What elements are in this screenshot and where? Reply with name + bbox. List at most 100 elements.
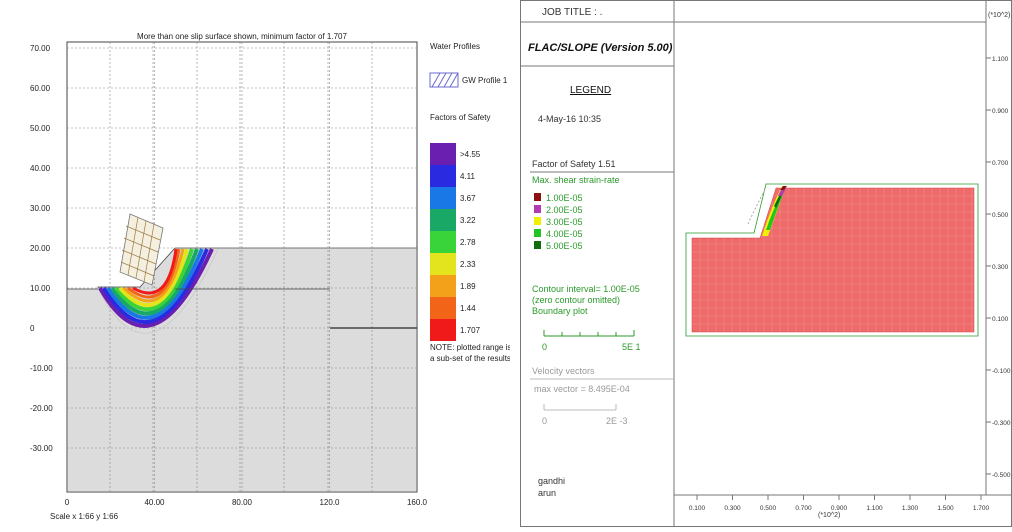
flac-slope-chart: JOB TITLE : . FLAC/SLOPE (Version 5.00) … xyxy=(520,0,1012,527)
right-y-tick-label: 0.900 xyxy=(992,108,1009,115)
right-y-axis-ticks: 1.100 0.900 0.700 0.500 0.300 0.100 -0.100 -0.3… xyxy=(986,56,1011,479)
fos-legend: Water Profiles GW Profile 1 Factors of S… xyxy=(429,42,511,363)
right-y-tick-label: 1.100 xyxy=(992,56,1009,63)
strain-swatch xyxy=(534,241,541,249)
strain-label: 2.00E-05 xyxy=(546,205,583,215)
contour-line-2: (zero contour omitted) xyxy=(532,295,620,305)
y-tick-label: 70.00 xyxy=(30,44,51,53)
job-title: JOB TITLE : . xyxy=(542,7,602,18)
fos-legend-title: Factors of Safety xyxy=(430,113,490,122)
velocity-scale-max: 2E -3 xyxy=(606,416,628,426)
fos-label: >4.55 xyxy=(460,150,481,159)
x-tick-label: 160.0 xyxy=(407,498,428,507)
y-tick-label: -20.00 xyxy=(30,404,53,413)
strain-label: 1.00E-05 xyxy=(546,193,583,203)
strain-swatch xyxy=(534,229,541,237)
y-tick-label: 20.00 xyxy=(30,244,51,253)
strain-swatch xyxy=(534,193,541,201)
right-y-tick-label: 0.500 xyxy=(992,212,1009,219)
velocity-title: Velocity vectors xyxy=(532,366,595,376)
x-tick-label: 120.0 xyxy=(319,498,340,507)
strain-label: 3.00E-05 xyxy=(546,217,583,227)
fos-label: 4.11 xyxy=(460,172,476,181)
strain-label: 5.00E-05 xyxy=(546,241,583,251)
fos-label: 3.67 xyxy=(460,194,476,203)
scale-text: Scale x 1:66 y 1:66 xyxy=(50,512,119,521)
right-x-tick-label: 1.100 xyxy=(866,505,883,512)
y-tick-label: 0 xyxy=(30,324,35,333)
slip-centre-grid xyxy=(119,213,164,286)
fos-label: 2.78 xyxy=(460,238,476,247)
author-2: arun xyxy=(538,488,556,498)
right-y-tick-label: -0.500 xyxy=(992,472,1011,479)
legend-date: 4-May-16 10:35 xyxy=(538,114,601,124)
right-y-tick-label: 0.300 xyxy=(992,264,1009,271)
gw-profile-label: GW Profile 1 xyxy=(462,76,508,85)
y-tick-label: 50.00 xyxy=(30,124,51,133)
fos-label: 1.89 xyxy=(460,282,476,291)
fos-swatch xyxy=(430,253,456,275)
slope-analysis-chart: More than one slip surface shown, minimu… xyxy=(30,32,511,521)
right-y-tick-label: 0.100 xyxy=(992,316,1009,323)
y-tick-label: 40.00 xyxy=(30,164,51,173)
velocity-scale-bar xyxy=(543,404,617,411)
right-y-tick-label: -0.100 xyxy=(992,368,1011,375)
x-tick-label: 80.00 xyxy=(232,498,253,507)
fos-swatch xyxy=(430,231,456,253)
factor-of-safety: Factor of Safety 1.51 xyxy=(532,159,616,169)
slip-surfaces xyxy=(97,248,219,334)
right-x-tick-label: 0.700 xyxy=(795,505,812,512)
fos-swatch xyxy=(430,319,456,341)
fos-swatch xyxy=(430,297,456,319)
right-y-tick-label: 0.700 xyxy=(992,160,1009,167)
right-x-tick-label: 1.700 xyxy=(973,505,990,512)
fos-swatch xyxy=(430,209,456,231)
x-multiplier: (*10^2) xyxy=(818,512,840,519)
legend-title: LEGEND xyxy=(570,85,611,96)
legend-note-2: a sub-set of the results xyxy=(430,354,510,363)
slope-analysis-panel: More than one slip surface shown, minimu… xyxy=(0,0,511,527)
program-name: FLAC/SLOPE (Version 5.00) xyxy=(528,42,673,54)
flac-slope-panel: JOB TITLE : . FLAC/SLOPE (Version 5.00) … xyxy=(520,0,1012,527)
x-tick-label: 40.00 xyxy=(144,498,165,507)
legend-note-1: NOTE: plotted range is xyxy=(430,343,510,352)
y-multiplier: (*10^2) xyxy=(988,12,1010,19)
fos-swatch xyxy=(430,143,456,165)
velocity-scale-min: 0 xyxy=(542,416,547,426)
y-tick-label: 30.00 xyxy=(30,204,51,213)
strain-swatch xyxy=(534,217,541,225)
strain-swatch xyxy=(534,205,541,213)
strain-rate-title: Max. shear strain-rate xyxy=(532,175,620,185)
right-x-tick-label: 0.100 xyxy=(689,505,706,512)
max-vector: max vector = 8.495E-04 xyxy=(534,384,630,394)
chart-title: More than one slip surface shown, minimu… xyxy=(137,32,347,41)
y-tick-label: 60.00 xyxy=(30,84,51,93)
x-axis-ticks: 0 40.00 80.00 120.0 160.0 xyxy=(65,498,428,507)
fos-label: 3.22 xyxy=(460,216,476,225)
water-profiles-title: Water Profiles xyxy=(430,42,480,51)
boundary-scale-bar xyxy=(543,330,635,337)
fos-label: 2.33 xyxy=(460,260,476,269)
fos-swatch xyxy=(430,165,456,187)
fos-swatch xyxy=(430,275,456,297)
right-x-tick-label: 1.500 xyxy=(937,505,954,512)
boundary-scale-max: 5E 1 xyxy=(622,342,641,352)
fos-swatch xyxy=(430,187,456,209)
y-tick-label: 10.00 xyxy=(30,284,51,293)
right-x-tick-label: 0.300 xyxy=(724,505,741,512)
author-1: gandhi xyxy=(538,476,565,486)
fos-label: 1.44 xyxy=(460,304,476,313)
right-x-tick-label: 0.900 xyxy=(831,505,848,512)
y-tick-label: -30.00 xyxy=(30,444,53,453)
right-x-tick-label: 0.500 xyxy=(760,505,777,512)
fos-label: 1.707 xyxy=(460,326,481,335)
boundary-scale-min: 0 xyxy=(542,342,547,352)
strain-label: 4.00E-05 xyxy=(546,229,583,239)
contour-line-1: Contour interval= 1.00E-05 xyxy=(532,284,640,294)
y-tick-label: -10.00 xyxy=(30,364,53,373)
right-y-tick-label: -0.300 xyxy=(992,420,1011,427)
y-axis-ticks: 70.00 60.00 50.00 40.00 30.00 20.00 10.00 0 -10.… xyxy=(30,44,53,453)
slope-model xyxy=(685,183,979,337)
right-x-axis-ticks: 0.100 0.300 0.500 0.700 0.900 1.100 1.300 1.500… xyxy=(689,495,990,512)
strain-legend: 1.00E-05 2.00E-05 3.00E-05 4.00E-05 5.00E-05 xyxy=(534,193,583,251)
